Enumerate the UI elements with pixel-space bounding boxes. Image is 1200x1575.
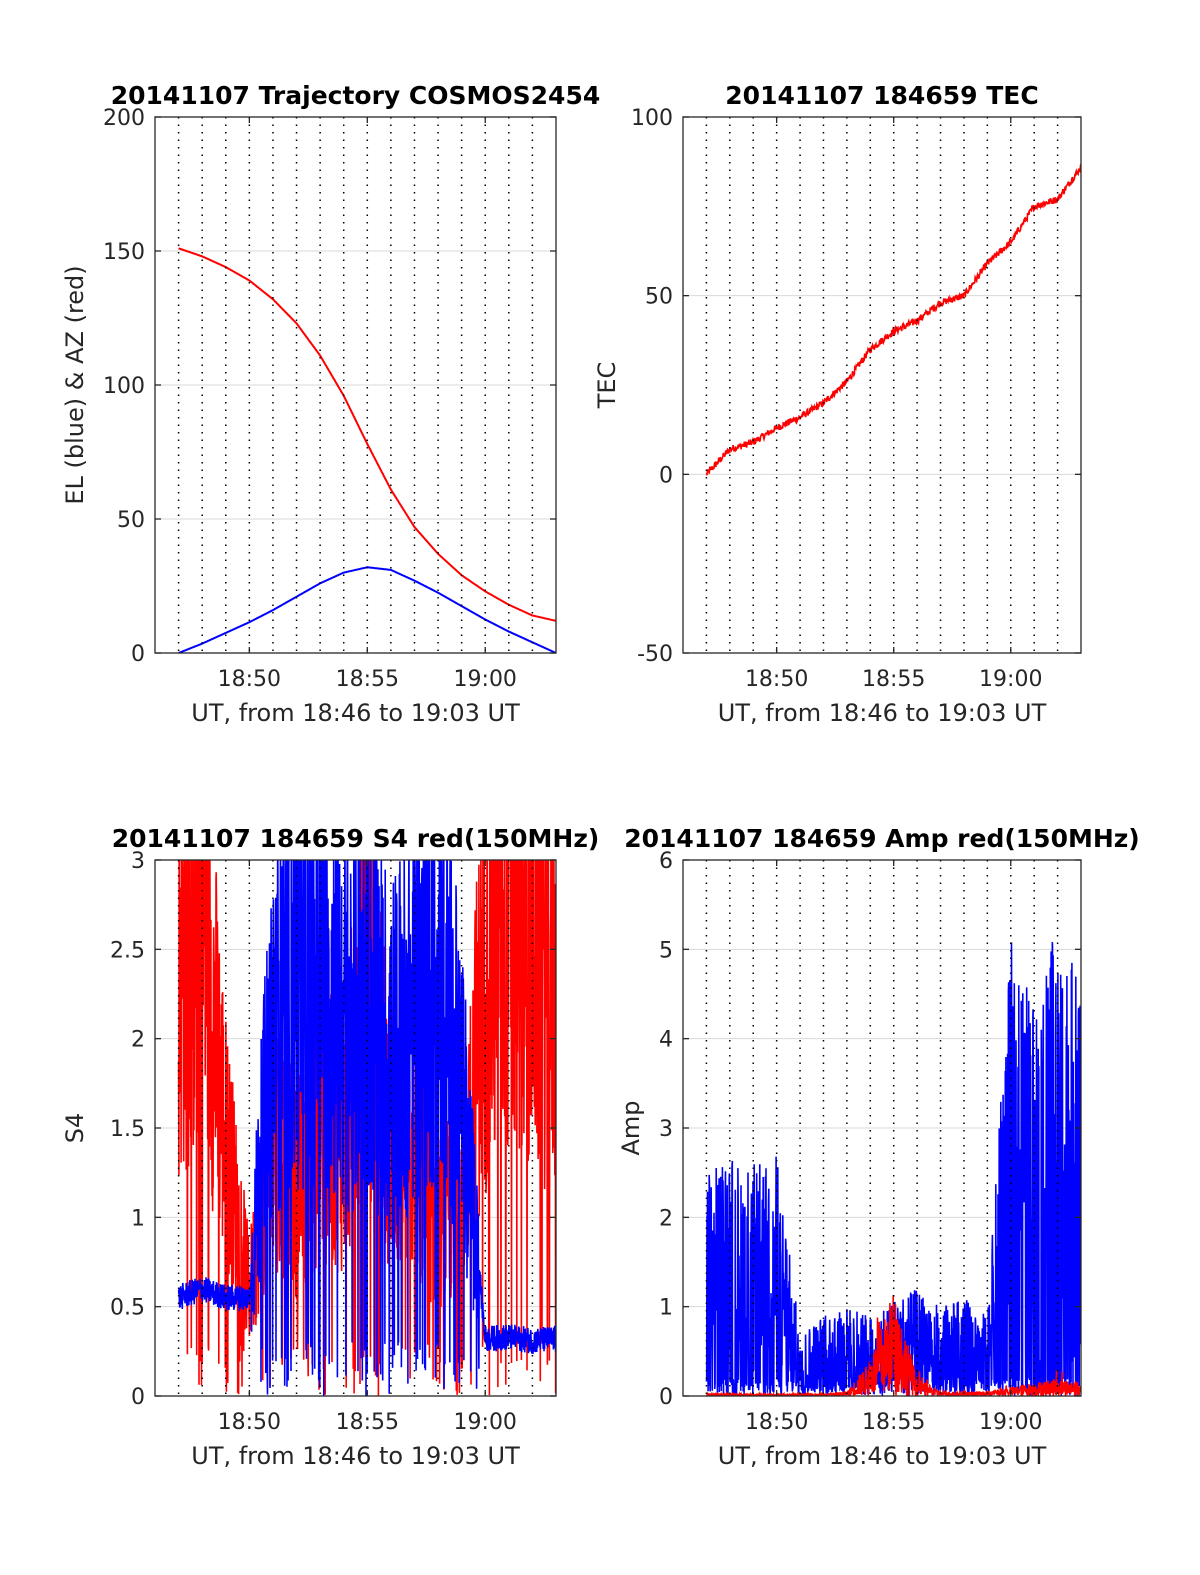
y-tick-label: 50 bbox=[645, 285, 673, 310]
y-tick-label: 2 bbox=[659, 1206, 673, 1231]
series-blue bbox=[177, 860, 556, 1396]
y-tick-label: 0 bbox=[131, 642, 145, 667]
y-tick-label: 1 bbox=[659, 1296, 673, 1321]
y-tick-label: -50 bbox=[637, 642, 673, 667]
x-axis-label: UT, from 18:46 to 19:03 UT bbox=[191, 699, 520, 727]
y-tick-label: 0 bbox=[131, 1385, 145, 1410]
y-tick-label: 150 bbox=[103, 240, 145, 265]
plot-area bbox=[178, 247, 556, 653]
y-axis-label: Amp bbox=[617, 1100, 645, 1155]
y-axis-label: S4 bbox=[61, 1113, 89, 1144]
chart-title: 20141107 184659 TEC bbox=[725, 81, 1038, 110]
x-tick-label: 18:50 bbox=[745, 1410, 808, 1435]
y-tick-label: 1.5 bbox=[110, 1117, 145, 1142]
y-tick-label: 2.5 bbox=[110, 938, 145, 963]
y-tick-label: 100 bbox=[631, 106, 673, 131]
plot-area bbox=[177, 860, 556, 1396]
x-tick-label: 19:00 bbox=[454, 667, 517, 692]
y-tick-label: 4 bbox=[659, 1028, 673, 1053]
y-tick-label: 200 bbox=[103, 106, 145, 131]
x-tick-label: 18:55 bbox=[336, 667, 399, 692]
plot-area bbox=[705, 163, 1081, 476]
y-tick-label: 100 bbox=[103, 374, 145, 399]
x-axis-label: UT, from 18:46 to 19:03 UT bbox=[718, 1442, 1047, 1470]
y-axis-label: EL (blue) & AZ (red) bbox=[61, 265, 89, 504]
series-blue bbox=[178, 566, 556, 653]
x-tick-label: 18:55 bbox=[336, 1410, 399, 1435]
series-red bbox=[178, 247, 556, 622]
series-red bbox=[705, 163, 1081, 476]
y-tick-label: 0 bbox=[659, 1385, 673, 1410]
subplot-2: 18:50 18:55 19:00 -50 0 50 100 20141107 184659 … bbox=[593, 81, 1082, 727]
y-tick-label: 50 bbox=[117, 508, 145, 533]
y-tick-label: 0 bbox=[659, 463, 673, 488]
chart-title: 20141107 Trajectory COSMOS2454 bbox=[111, 81, 601, 110]
y-axis-label: TEC bbox=[593, 362, 621, 410]
x-tick-label: 19:00 bbox=[979, 667, 1042, 692]
x-axis-label: UT, from 18:46 to 19:03 UT bbox=[191, 1442, 520, 1470]
x-tick-label: 18:50 bbox=[745, 667, 808, 692]
x-axis-label: UT, from 18:46 to 19:03 UT bbox=[718, 699, 1047, 727]
x-tick-label: 18:50 bbox=[218, 667, 281, 692]
plot-area bbox=[705, 942, 1081, 1396]
x-tick-label: 18:55 bbox=[862, 667, 925, 692]
y-tick-label: 3 bbox=[659, 1117, 673, 1142]
x-tick-label: 19:00 bbox=[979, 1410, 1042, 1435]
chart-title: 20141107 184659 S4 red(150MHz) bbox=[112, 824, 600, 853]
y-tick-label: 0.5 bbox=[110, 1296, 145, 1321]
axes-box bbox=[682, 116, 1082, 654]
x-tick-label: 19:00 bbox=[454, 1410, 517, 1435]
series-red bbox=[705, 1295, 1081, 1396]
y-tick-label: 6 bbox=[659, 849, 673, 874]
y-tick-label: 3 bbox=[131, 849, 145, 874]
x-tick-label: 18:50 bbox=[218, 1410, 281, 1435]
chart-title: 20141107 184659 Amp red(150MHz) bbox=[624, 824, 1140, 853]
y-tick-label: 1 bbox=[131, 1206, 145, 1231]
y-tick-label: 5 bbox=[659, 938, 673, 963]
x-tick-label: 18:55 bbox=[862, 1410, 925, 1435]
y-tick-label: 2 bbox=[131, 1028, 145, 1053]
